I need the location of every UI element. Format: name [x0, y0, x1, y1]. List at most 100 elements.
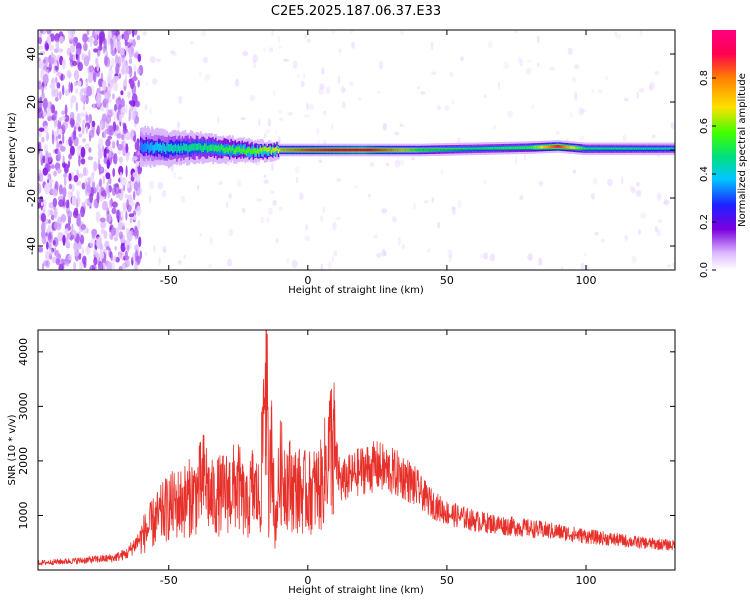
- ridge-cell: [151, 142, 153, 151]
- noise-speckle: [121, 187, 124, 197]
- ridge-cell: [518, 146, 521, 150]
- ridge-cell: [560, 145, 562, 148]
- noise-speckle: [90, 173, 94, 184]
- faint-speckle: [536, 35, 541, 44]
- noise-speckle: [75, 48, 82, 56]
- noise-speckle: [85, 143, 90, 148]
- ridge-cell: [249, 149, 252, 155]
- noise-speckle: [38, 31, 41, 38]
- y-tick-label: 3000: [17, 392, 30, 420]
- faint-speckle: [331, 122, 334, 130]
- noise-speckle: [139, 250, 143, 260]
- noise-speckle: [66, 240, 70, 248]
- faint-speckle: [204, 73, 211, 81]
- noise-speckle: [58, 48, 64, 53]
- noise-speckle: [118, 165, 124, 176]
- faint-speckle: [256, 198, 263, 202]
- faint-speckle: [217, 116, 220, 124]
- noise-speckle: [57, 119, 62, 130]
- ridge-cell: [279, 148, 281, 152]
- noise-speckle: [77, 173, 84, 178]
- noise-speckle: [113, 183, 119, 188]
- noise-speckle: [87, 73, 93, 84]
- ridge-cell: [636, 147, 639, 151]
- noise-speckle: [73, 241, 78, 252]
- ridge-cell: [141, 143, 144, 152]
- faint-speckle: [514, 30, 518, 34]
- faint-speckle: [484, 94, 487, 99]
- faint-speckle: [413, 202, 416, 210]
- noise-speckle: [55, 249, 60, 258]
- faint-speckle: [240, 117, 246, 121]
- noise-speckle: [48, 101, 51, 114]
- ridge-cell: [469, 147, 472, 151]
- faint-speckle: [341, 101, 346, 109]
- ridge-cell: [579, 146, 582, 150]
- ridge-cell: [258, 149, 260, 155]
- ridge-cell: [236, 146, 238, 153]
- ridge-cell: [206, 146, 209, 153]
- ridge-cell: [601, 147, 604, 151]
- ridge-cell: [621, 147, 623, 151]
- noise-speckle: [96, 184, 99, 192]
- noise-speckle: [123, 30, 130, 42]
- noise-speckle: [85, 94, 89, 105]
- faint-speckle: [400, 30, 404, 36]
- ridge-cell: [525, 146, 528, 150]
- snr-x-ticks: -50 0 50 100: [160, 330, 596, 587]
- faint-speckle: [153, 245, 156, 253]
- faint-speckle: [399, 123, 405, 128]
- noise-speckle: [41, 221, 46, 233]
- noise-speckle: [112, 35, 117, 43]
- spectrogram-y-label: Frequency (Hz): [7, 112, 18, 188]
- noise-speckle: [127, 151, 130, 156]
- noise-speckle: [83, 55, 90, 67]
- faint-speckle: [630, 187, 636, 194]
- ridge-cell: [669, 147, 672, 151]
- noise-speckle: [52, 240, 56, 246]
- faint-speckle: [199, 233, 202, 237]
- colorbar-tick-label: 0.4: [699, 166, 710, 182]
- faint-speckle: [296, 74, 300, 78]
- x-tick-label: 100: [575, 574, 596, 587]
- faint-speckle: [604, 75, 609, 81]
- ridge-cell: [514, 146, 516, 150]
- noise-speckle: [38, 45, 44, 50]
- noise-speckle: [62, 85, 65, 96]
- ridge-cell: [504, 146, 507, 150]
- noise-speckle: [125, 165, 128, 178]
- faint-speckle: [638, 88, 645, 93]
- noise-speckle: [98, 137, 104, 149]
- ridge-cell: [248, 146, 251, 152]
- noise-speckle: [122, 205, 127, 214]
- ridge-cell: [629, 147, 632, 151]
- faint-speckle: [437, 221, 441, 229]
- noise-speckle: [59, 35, 64, 44]
- faint-speckle: [410, 157, 415, 161]
- ridge-cell: [657, 147, 660, 151]
- ridge-cell: [528, 146, 530, 149]
- faint-speckle: [636, 182, 640, 187]
- ridge-cell: [530, 146, 533, 149]
- noise-speckle: [111, 49, 116, 57]
- ridge-cell: [197, 143, 199, 151]
- noise-speckle: [43, 59, 46, 64]
- noise-speckle: [61, 115, 66, 121]
- noise-speckle: [98, 178, 103, 188]
- noise-speckle: [38, 127, 45, 132]
- ridge-cell: [147, 140, 149, 150]
- ridge-cell: [170, 143, 173, 152]
- faint-speckle: [319, 83, 325, 90]
- ridge-cell: [183, 142, 185, 151]
- ridge-cell: [561, 145, 564, 149]
- faint-speckle: [189, 40, 194, 45]
- ridge-cell: [521, 146, 523, 150]
- noise-speckle: [42, 111, 47, 118]
- faint-speckle: [181, 195, 186, 203]
- noise-speckle: [60, 73, 64, 82]
- noise-speckle: [126, 183, 130, 189]
- faint-speckle: [656, 192, 662, 201]
- ridge-cell: [144, 143, 146, 152]
- ridge-cell: [255, 150, 258, 155]
- ridge-cell: [211, 144, 213, 151]
